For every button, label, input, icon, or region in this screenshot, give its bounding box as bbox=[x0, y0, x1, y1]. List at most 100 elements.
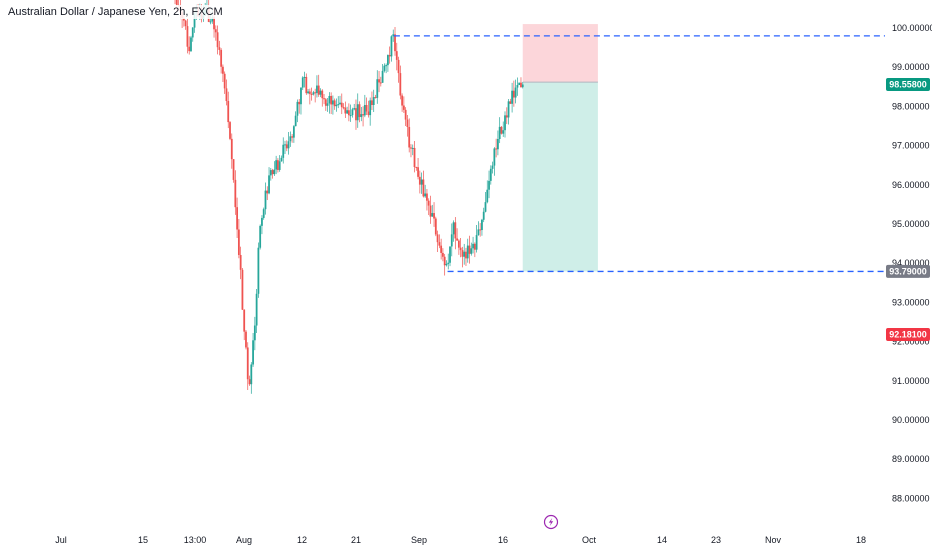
candle-body bbox=[518, 82, 521, 86]
candle-body bbox=[191, 27, 194, 38]
candle-body bbox=[262, 209, 265, 218]
candles bbox=[174, 0, 524, 394]
candle-body bbox=[209, 21, 212, 23]
candle-body bbox=[372, 97, 375, 105]
candle-body bbox=[237, 229, 240, 255]
candle-body bbox=[321, 90, 324, 99]
x-tick-label: Sep bbox=[411, 535, 427, 545]
candle-body bbox=[436, 234, 439, 243]
candle-body bbox=[347, 110, 350, 116]
candle-body bbox=[466, 245, 469, 259]
candle-body bbox=[369, 100, 372, 116]
candle-body bbox=[360, 114, 363, 118]
x-tick-label: 21 bbox=[351, 535, 361, 545]
candle-body bbox=[285, 144, 288, 149]
candle-body bbox=[268, 175, 270, 194]
position-zones[interactable] bbox=[522, 24, 598, 272]
price-badge-label: 98.55800 bbox=[889, 80, 927, 90]
candle-body bbox=[335, 104, 338, 107]
candle-body bbox=[449, 246, 451, 263]
candle-body bbox=[429, 205, 432, 217]
candle-body bbox=[239, 254, 242, 270]
candle-body bbox=[417, 167, 419, 177]
candle-body bbox=[443, 256, 446, 266]
candle-body bbox=[308, 91, 311, 94]
candle-body bbox=[493, 148, 496, 166]
candle-body bbox=[431, 213, 434, 217]
candle-body bbox=[353, 108, 356, 110]
y-tick-label: 88.00000 bbox=[892, 493, 930, 503]
candle-body bbox=[261, 217, 263, 226]
take-profit-zone[interactable] bbox=[522, 82, 598, 272]
candle-body bbox=[225, 88, 228, 102]
candle-body bbox=[498, 126, 501, 139]
candle-body bbox=[495, 148, 498, 150]
candle-body bbox=[264, 190, 267, 210]
candle-body bbox=[344, 107, 347, 114]
candle-body bbox=[211, 17, 214, 22]
candle-body bbox=[346, 110, 349, 114]
y-tick-label: 89.00000 bbox=[892, 454, 930, 464]
price-badge-red bbox=[886, 328, 930, 342]
candle-body bbox=[465, 251, 467, 259]
price-badge-label: 93.79000 bbox=[889, 267, 927, 277]
candle-body bbox=[509, 101, 512, 104]
candle-body bbox=[188, 46, 191, 52]
candle-body bbox=[520, 82, 522, 88]
candle-body bbox=[298, 101, 301, 105]
candle-body bbox=[433, 213, 435, 219]
candle-body bbox=[397, 59, 400, 74]
candle-body bbox=[333, 100, 336, 107]
candle-body bbox=[424, 193, 427, 197]
candle-body bbox=[488, 180, 490, 190]
candle-body bbox=[190, 37, 192, 52]
candle-body bbox=[245, 331, 247, 348]
x-tick-label: Nov bbox=[765, 535, 782, 545]
y-tick-label: 99.00000 bbox=[892, 62, 930, 72]
candle-body bbox=[324, 99, 327, 106]
candle-body bbox=[381, 70, 384, 83]
candle-body bbox=[182, 18, 185, 21]
price-badge-label: 92.18100 bbox=[889, 330, 927, 340]
candle-body bbox=[287, 141, 290, 149]
candle-body bbox=[216, 32, 219, 48]
candle-body bbox=[486, 189, 489, 203]
price-axis[interactable]: 88.00000 89.00000 90.00000 91.00000 92.00000… bbox=[892, 23, 932, 503]
candle-body bbox=[507, 101, 510, 118]
x-tick-label: 16 bbox=[498, 535, 508, 545]
candle-body bbox=[489, 168, 492, 181]
candle-body bbox=[511, 90, 514, 104]
candle-body bbox=[294, 115, 297, 127]
candle-body bbox=[314, 92, 317, 94]
price-badges: 98.55800 93.79000 92.18100 bbox=[886, 78, 930, 342]
candle-body bbox=[326, 103, 329, 106]
candle-body bbox=[459, 247, 462, 251]
candle-body bbox=[236, 207, 239, 230]
candle-body bbox=[440, 245, 443, 253]
candle-body bbox=[337, 104, 340, 106]
candle-body bbox=[305, 76, 308, 94]
candle-body bbox=[378, 79, 380, 83]
y-tick-label: 96.00000 bbox=[892, 180, 930, 190]
time-axis[interactable]: Jul 15 13:00 Aug 12 21 Sep 16 Oct 14 23 Nov 18 bbox=[55, 535, 866, 545]
stop-loss-zone[interactable] bbox=[522, 24, 598, 83]
candle-body bbox=[319, 90, 322, 95]
horizontal-levels[interactable] bbox=[393, 35, 885, 273]
candle-body bbox=[457, 240, 460, 248]
candle-body bbox=[463, 251, 466, 257]
candle-body bbox=[248, 379, 251, 385]
candle-body bbox=[434, 218, 437, 235]
candle-body bbox=[481, 219, 483, 231]
candle-body bbox=[252, 340, 254, 365]
candle-body bbox=[401, 95, 404, 106]
candle-body bbox=[426, 193, 428, 201]
candle-body bbox=[422, 179, 425, 197]
candle-body bbox=[222, 66, 224, 74]
lightning-bolt-icon[interactable] bbox=[543, 514, 559, 530]
candle-body bbox=[230, 138, 233, 160]
y-tick-label: 94.00000 bbox=[892, 258, 930, 268]
candle-body bbox=[184, 20, 187, 27]
candle-body bbox=[214, 29, 217, 33]
